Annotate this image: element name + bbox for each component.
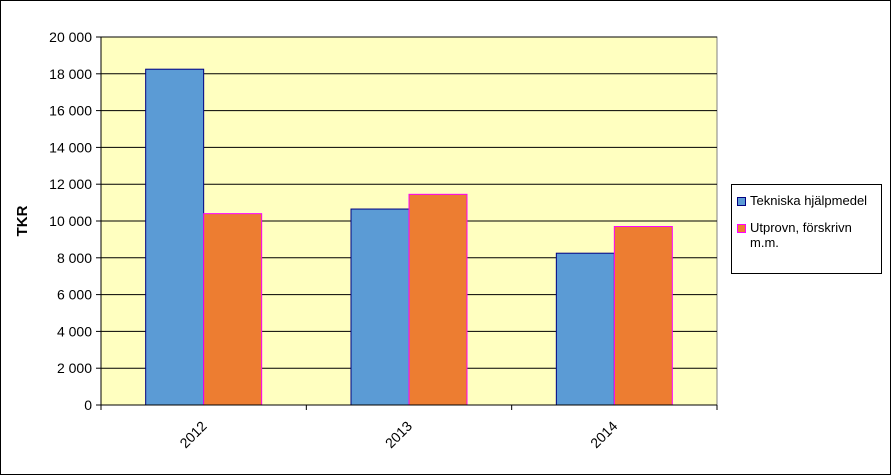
- y-tick-label: 2 000: [57, 360, 92, 376]
- bar: [145, 68, 205, 406]
- legend-swatch: [737, 197, 746, 206]
- y-tick-label: 12 000: [49, 176, 92, 192]
- y-tick-label: 10 000: [49, 213, 92, 229]
- y-tick-label: 14 000: [49, 139, 92, 155]
- legend-label: Tekniska hjälpmedel: [750, 193, 868, 208]
- legend-label: Utprovn, förskrivn m.m.: [750, 220, 852, 250]
- y-tick-label: 16 000: [49, 103, 92, 119]
- y-tick-label: 6 000: [57, 287, 92, 303]
- bar: [613, 226, 673, 406]
- y-axis-label: TKR: [14, 205, 31, 236]
- bar: [555, 252, 615, 406]
- legend-swatch: [737, 224, 746, 233]
- bar: [203, 213, 263, 406]
- y-tick-label: 4 000: [57, 323, 92, 339]
- y-tick-label: 20 000: [49, 29, 92, 45]
- legend: Tekniska hjälpmedel Utprovn, förskrivn m.…: [731, 184, 882, 274]
- y-tick-label: 18 000: [49, 66, 92, 82]
- bar: [350, 208, 410, 406]
- y-tick-label: 8 000: [57, 250, 92, 266]
- legend-item: Utprovn, förskrivn m.m.: [737, 220, 877, 250]
- y-tick-label: 0: [84, 397, 92, 413]
- legend-item: Tekniska hjälpmedel: [737, 193, 877, 208]
- bar: [408, 193, 468, 406]
